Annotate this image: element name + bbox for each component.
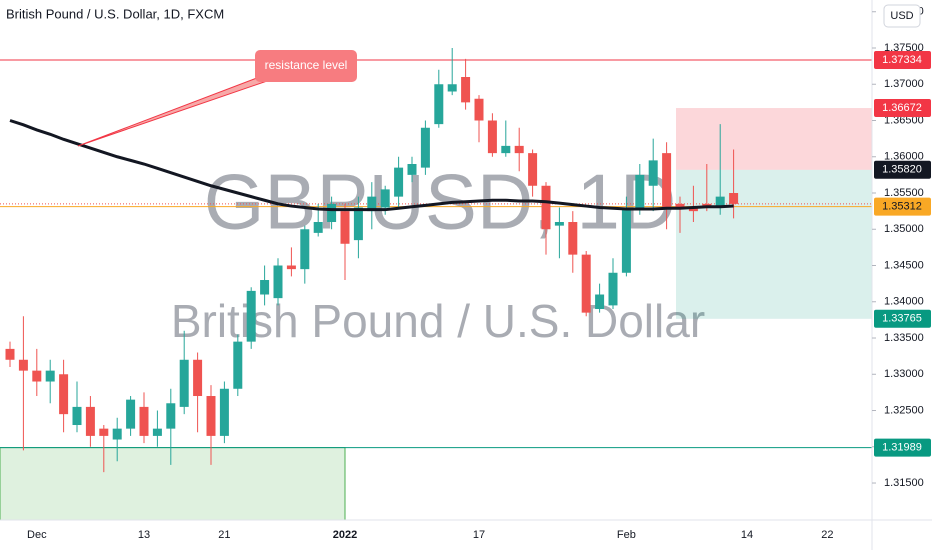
x-tick-label: 13 [138, 529, 150, 541]
candle-body [420, 127, 430, 168]
y-tick-label: 1.36000 [884, 151, 924, 163]
candle-body [233, 341, 243, 389]
candle-body [313, 222, 323, 233]
candle-body [501, 145, 511, 154]
price-label: 1.31989 [882, 441, 922, 453]
price-label-box [874, 99, 931, 118]
y-tick-label: 1.34000 [884, 296, 924, 308]
chart-title: British Pound / U.S. Dollar, 1D, FXCM [6, 6, 224, 21]
price-label: 1.36672 [882, 102, 922, 114]
y-tick-label: 1.34500 [884, 259, 924, 271]
candle-body [648, 160, 658, 186]
candle-body [179, 359, 189, 407]
candle-body [568, 222, 578, 255]
candle-body [461, 76, 471, 103]
price-label: 1.35820 [882, 164, 922, 176]
candle-body [394, 167, 404, 197]
candle-body [447, 84, 457, 92]
candle-body [688, 207, 698, 212]
moving-average [9, 119, 734, 212]
candle-body [729, 193, 739, 204]
candle-body [662, 153, 672, 208]
candle-body [635, 174, 645, 208]
price-label-box [874, 160, 931, 179]
candle-body [72, 406, 82, 426]
candle-body [327, 203, 337, 223]
price-label-box [874, 51, 931, 70]
x-tick-label: 22 [821, 529, 833, 541]
candle-body [45, 370, 55, 382]
demand-zone [0, 447, 346, 521]
candle-body [152, 428, 162, 436]
price-label-box [874, 197, 931, 216]
callout-box [255, 50, 357, 82]
y-tick-label: 1.32500 [884, 404, 924, 416]
stop-zone [676, 169, 872, 319]
y-tick-label: 1.31500 [884, 477, 924, 489]
candle-body [219, 388, 229, 436]
candle-body [206, 396, 216, 436]
candle-body [595, 294, 605, 310]
candle-body [99, 428, 109, 436]
y-tick-label: 1.33000 [884, 368, 924, 380]
candle-body [59, 374, 69, 415]
x-tick-label: 14 [741, 529, 753, 541]
price-label-box [874, 309, 931, 328]
candle-body [608, 272, 618, 306]
candle-body [300, 229, 310, 270]
candle-body [621, 207, 631, 273]
currency-button[interactable] [883, 4, 921, 28]
x-tick-label: 21 [218, 529, 230, 541]
candle-body [380, 189, 390, 208]
x-tick-label: Dec [27, 529, 47, 541]
price-label: 1.33765 [882, 313, 922, 325]
candle-body [32, 370, 42, 382]
y-tick-label: 1.35000 [884, 223, 924, 235]
x-tick-label: 2022 [333, 529, 357, 541]
candle-body [246, 290, 256, 342]
y-tick-label: 1.37000 [884, 78, 924, 90]
candle-body [18, 359, 28, 371]
candle-body [474, 98, 484, 121]
currency-label[interactable]: USD [890, 10, 913, 22]
candle-body [126, 399, 136, 429]
candle-body [112, 428, 122, 440]
candle-body [528, 153, 538, 186]
candle-body [139, 406, 149, 436]
x-tick-label: 17 [473, 529, 485, 541]
y-tick-label: 1.33500 [884, 332, 924, 344]
y-tick-label: 1.35500 [884, 187, 924, 199]
candle-body [554, 222, 564, 226]
candle-body [487, 120, 497, 154]
price-label-box [874, 438, 931, 457]
annotation-callout: resistance level [77, 50, 357, 147]
watermark-symbol: GBPUSD, 1D [204, 158, 676, 246]
candle-body [166, 403, 176, 429]
callout-text: resistance level [265, 58, 348, 72]
candle-body [286, 265, 296, 270]
target-zone [676, 108, 872, 170]
candle-body [367, 196, 377, 212]
candle-body [581, 254, 591, 313]
candle-body [434, 84, 444, 125]
price-label: 1.37334 [882, 54, 922, 66]
y-tick-label: 1.37500 [884, 42, 924, 54]
candle-body [514, 145, 524, 154]
candle-body [5, 348, 15, 360]
y-tick-label: 1.36500 [884, 114, 924, 126]
price-label: 1.35312 [882, 201, 922, 213]
candle-body [407, 164, 417, 175]
candle-body [340, 211, 350, 244]
watermark: GBPUSD, 1D British Pound / U.S. Dollar [171, 158, 705, 348]
candle-body [85, 406, 95, 436]
candle-body [353, 207, 363, 241]
candle-body [260, 280, 270, 295]
candle-body [273, 265, 283, 299]
candle-body [541, 185, 551, 230]
x-tick-label: Feb [617, 529, 636, 541]
candle-body [675, 203, 685, 208]
candle-body [715, 196, 725, 208]
candle-body [193, 359, 203, 397]
